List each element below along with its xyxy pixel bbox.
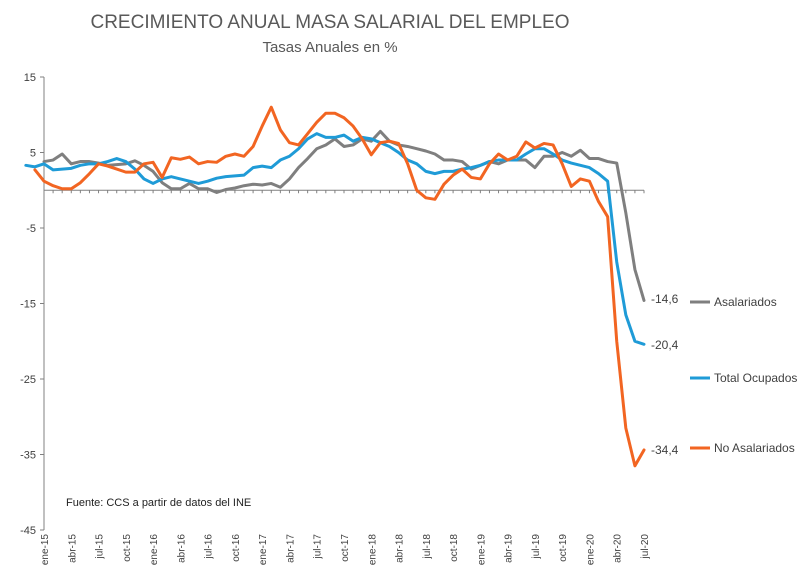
x-tick-label: jul-16 <box>204 534 215 560</box>
y-tick-label: -45 <box>20 525 36 537</box>
x-tick-label: abr-17 <box>285 534 296 563</box>
source-note: Fuente: CCS a partir de datos del INE <box>66 497 251 509</box>
chart-title: CRECIMIENTO ANUAL MASA SALARIAL DEL EMPL… <box>90 12 569 33</box>
y-tick-label: -25 <box>20 374 36 386</box>
x-tick-label: ene-20 <box>585 534 596 566</box>
x-tick-label: jul-20 <box>640 534 651 560</box>
x-tick-label: jul-19 <box>531 534 542 560</box>
chart-subtitle: Tasas Anuales en % <box>262 39 397 56</box>
y-tick-label: -35 <box>20 450 36 462</box>
legend: Asalariados -14,6 Total Ocupados -20,4 No As… <box>651 292 797 457</box>
x-tick-label: oct-17 <box>340 534 351 562</box>
y-tick-label: 15 <box>24 72 36 84</box>
x-tick-label: ene-16 <box>149 534 160 566</box>
x-tick-label: jul-18 <box>422 534 433 560</box>
end-value-label: -20,4 <box>651 338 679 352</box>
y-tick-label: -15 <box>20 299 36 311</box>
x-tick-label: ene-15 <box>40 534 51 566</box>
end-value-label: -14,6 <box>651 292 679 306</box>
y-tick-label: -5 <box>26 223 36 235</box>
x-tick-label: oct-18 <box>449 534 460 562</box>
x-tick-label: oct-16 <box>231 534 242 562</box>
x-axis: ene-15 abr-15 jul-15 oct-15 ene-16 abr-16 jul-… <box>40 189 651 566</box>
legend-label: Total Ocupados <box>714 371 797 385</box>
series-line-1 <box>24 132 646 346</box>
x-tick-label: abr-20 <box>613 534 624 563</box>
legend-label: Asalariados <box>714 295 777 309</box>
x-tick-label: abr-19 <box>504 534 515 563</box>
x-tick-label: abr-16 <box>176 534 187 563</box>
y-axis: 15 5 -5 -15 -25 -35 -45 <box>20 72 45 537</box>
series-line-2 <box>33 105 646 468</box>
x-tick-label: jul-15 <box>95 534 106 560</box>
series-line-0 <box>42 129 646 302</box>
x-tick-label: abr-15 <box>67 534 78 563</box>
x-tick-label: jul-17 <box>313 534 324 560</box>
y-tick-label: 5 <box>30 148 36 160</box>
x-tick-label: ene-19 <box>476 534 487 566</box>
series-layer <box>24 105 646 468</box>
legend-label: No Asalariados <box>714 441 795 455</box>
end-value-label: -34,4 <box>651 443 679 457</box>
x-tick-label: abr-18 <box>395 534 406 563</box>
x-tick-label: ene-18 <box>367 534 378 566</box>
x-tick-label: ene-17 <box>258 534 269 566</box>
x-tick-label: oct-19 <box>558 534 569 562</box>
x-tick-label: oct-15 <box>122 534 133 562</box>
